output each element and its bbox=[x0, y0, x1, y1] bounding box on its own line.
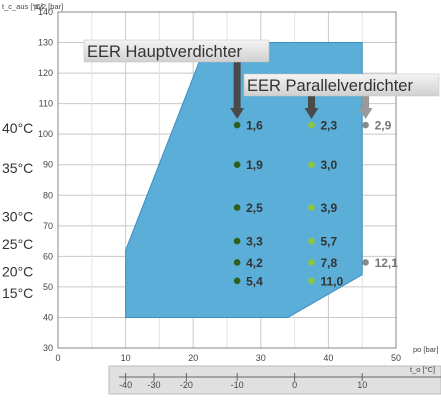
secondary-axis-band bbox=[108, 365, 441, 395]
data-label: 2,9 bbox=[375, 119, 392, 133]
temperature-label: 15°C bbox=[2, 285, 33, 301]
y-tick-label: 110 bbox=[39, 99, 53, 109]
x-tick-labels: 0 10 20 30 40 50 bbox=[55, 353, 401, 363]
x-tick-label: 40 bbox=[323, 353, 333, 363]
x-tick-label: 30 bbox=[256, 353, 266, 363]
data-label: 5,7 bbox=[321, 235, 338, 249]
x-tick-label: 0 bbox=[55, 353, 60, 363]
operating-envelope-area bbox=[125, 42, 363, 318]
data-label: 2,3 bbox=[321, 119, 338, 133]
secondary-x-axis: -40 -30 -20 -10 0 10 bbox=[108, 365, 441, 395]
arrow-head bbox=[230, 108, 245, 120]
arrow-head bbox=[358, 108, 373, 120]
secondary-x-tick-label: -10 bbox=[231, 380, 244, 390]
data-point bbox=[362, 121, 369, 129]
data-points: 1,6 1,9 2,5 3,3 4,2 5,4 2,3 3,0 3,9 5,7 7,8 11,0 2,9… bbox=[233, 119, 399, 288]
secondary-x-tick-label: -40 bbox=[119, 380, 132, 390]
data-label: 1,9 bbox=[246, 158, 263, 172]
y-axis-label-left: t_c_aus [°C] bbox=[2, 2, 43, 11]
temperature-label: 40°C bbox=[2, 120, 33, 136]
annotation-box bbox=[83, 39, 270, 63]
arrow-shaft bbox=[233, 62, 241, 110]
x-axis-label: po [bar] bbox=[413, 345, 438, 354]
data-point bbox=[308, 161, 315, 169]
data-point bbox=[308, 204, 315, 211]
arrow-shaft bbox=[308, 94, 315, 110]
data-label: 1,6 bbox=[246, 119, 263, 133]
temperature-label: 20°C bbox=[2, 264, 33, 280]
data-point bbox=[233, 204, 241, 211]
annotation-box bbox=[243, 73, 440, 97]
y-tick-labels: 30 40 50 60 70 80 90 100 110 120 130 140 bbox=[38, 7, 53, 353]
data-point bbox=[233, 121, 241, 129]
data-label: 3,9 bbox=[321, 201, 338, 215]
data-label: 3,0 bbox=[321, 158, 338, 172]
x-tick-label: 50 bbox=[391, 353, 401, 363]
temperature-label: 30°C bbox=[2, 209, 33, 225]
y-tick-label: 120 bbox=[38, 68, 53, 78]
secondary-x-tick-label: 0 bbox=[292, 380, 297, 390]
data-label: 11,0 bbox=[321, 274, 344, 288]
data-label: 3,3 bbox=[246, 235, 263, 249]
data-label: 4,2 bbox=[246, 256, 263, 270]
data-label: 7,8 bbox=[321, 256, 338, 270]
y-tick-label: 50 bbox=[43, 282, 53, 292]
data-point bbox=[362, 259, 369, 266]
data-point bbox=[233, 277, 241, 285]
y-tick-label: 130 bbox=[38, 38, 53, 48]
arrow-head bbox=[304, 108, 319, 120]
secondary-x-tick-label: 10 bbox=[357, 380, 367, 390]
data-label: 5,4 bbox=[246, 274, 263, 288]
y-tick-label: 40 bbox=[43, 312, 53, 322]
y-tick-label: 140 bbox=[38, 7, 53, 17]
y-tick-label: 30 bbox=[43, 343, 53, 353]
y-tick-label: 70 bbox=[43, 221, 53, 231]
data-label: 12,1 bbox=[375, 256, 399, 270]
data-point bbox=[308, 277, 315, 285]
temperature-labels: 40°C 35°C 30°C 25°C 20°C 15°C bbox=[2, 120, 33, 301]
arrow-shaft bbox=[362, 94, 370, 110]
annotation-arrows bbox=[230, 62, 373, 120]
y-axis-label: pv2 [bar] bbox=[34, 2, 63, 11]
secondary-x-tick-label: -30 bbox=[147, 380, 160, 390]
y-tick-label: 60 bbox=[43, 251, 53, 261]
data-point bbox=[233, 237, 241, 245]
x-tick-label: 10 bbox=[121, 353, 131, 363]
annotations: EER Hauptverdichter EER Parallelverdichte… bbox=[83, 39, 440, 97]
x-tick-label: 20 bbox=[188, 353, 198, 363]
temperature-label: 35°C bbox=[2, 160, 33, 176]
data-point bbox=[308, 121, 315, 129]
data-point bbox=[233, 161, 241, 169]
temperature-label: 25°C bbox=[2, 236, 33, 252]
data-point bbox=[233, 259, 241, 266]
y-tick-label: 90 bbox=[43, 160, 53, 170]
data-point bbox=[308, 237, 315, 245]
data-point bbox=[308, 259, 315, 266]
secondary-x-axis-label: t_o [°C] bbox=[410, 365, 435, 374]
annotation-label: EER Parallelverdichter bbox=[247, 77, 413, 95]
annotation-label: EER Hauptverdichter bbox=[87, 43, 242, 61]
plot-frame bbox=[57, 11, 397, 349]
data-label: 2,5 bbox=[246, 201, 263, 215]
secondary-x-tick-label: -20 bbox=[180, 380, 193, 390]
y-tick-label: 100 bbox=[38, 129, 53, 139]
y-tick-label: 80 bbox=[43, 190, 53, 200]
